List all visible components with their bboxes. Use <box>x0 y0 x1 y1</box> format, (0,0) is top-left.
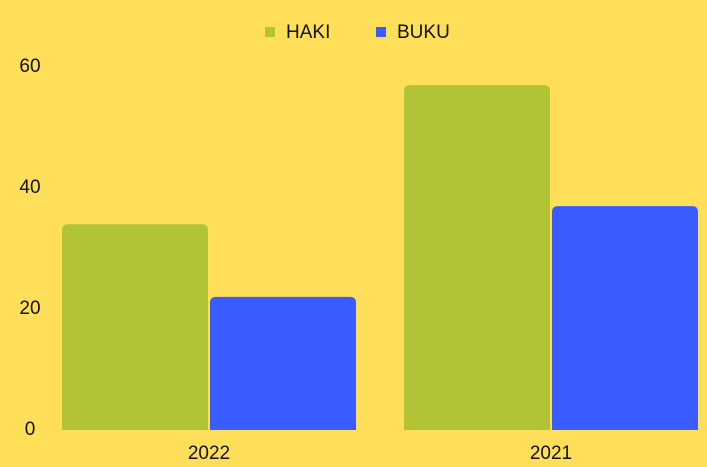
legend-label: BUKU <box>397 22 450 43</box>
x-tick-label: 2021 <box>530 443 572 464</box>
x-tick-label: 2022 <box>188 443 230 464</box>
legend-swatch <box>265 27 275 37</box>
y-tick-label: 0 <box>25 419 36 440</box>
bar <box>404 85 550 431</box>
bar <box>62 224 208 430</box>
y-tick-label: 20 <box>19 298 40 319</box>
bar <box>552 206 698 430</box>
y-tick-label: 40 <box>19 177 40 198</box>
legend-label: HAKI <box>286 22 330 43</box>
y-tick-label: 60 <box>19 56 40 77</box>
bar <box>210 296 356 430</box>
legend-swatch <box>376 27 386 37</box>
